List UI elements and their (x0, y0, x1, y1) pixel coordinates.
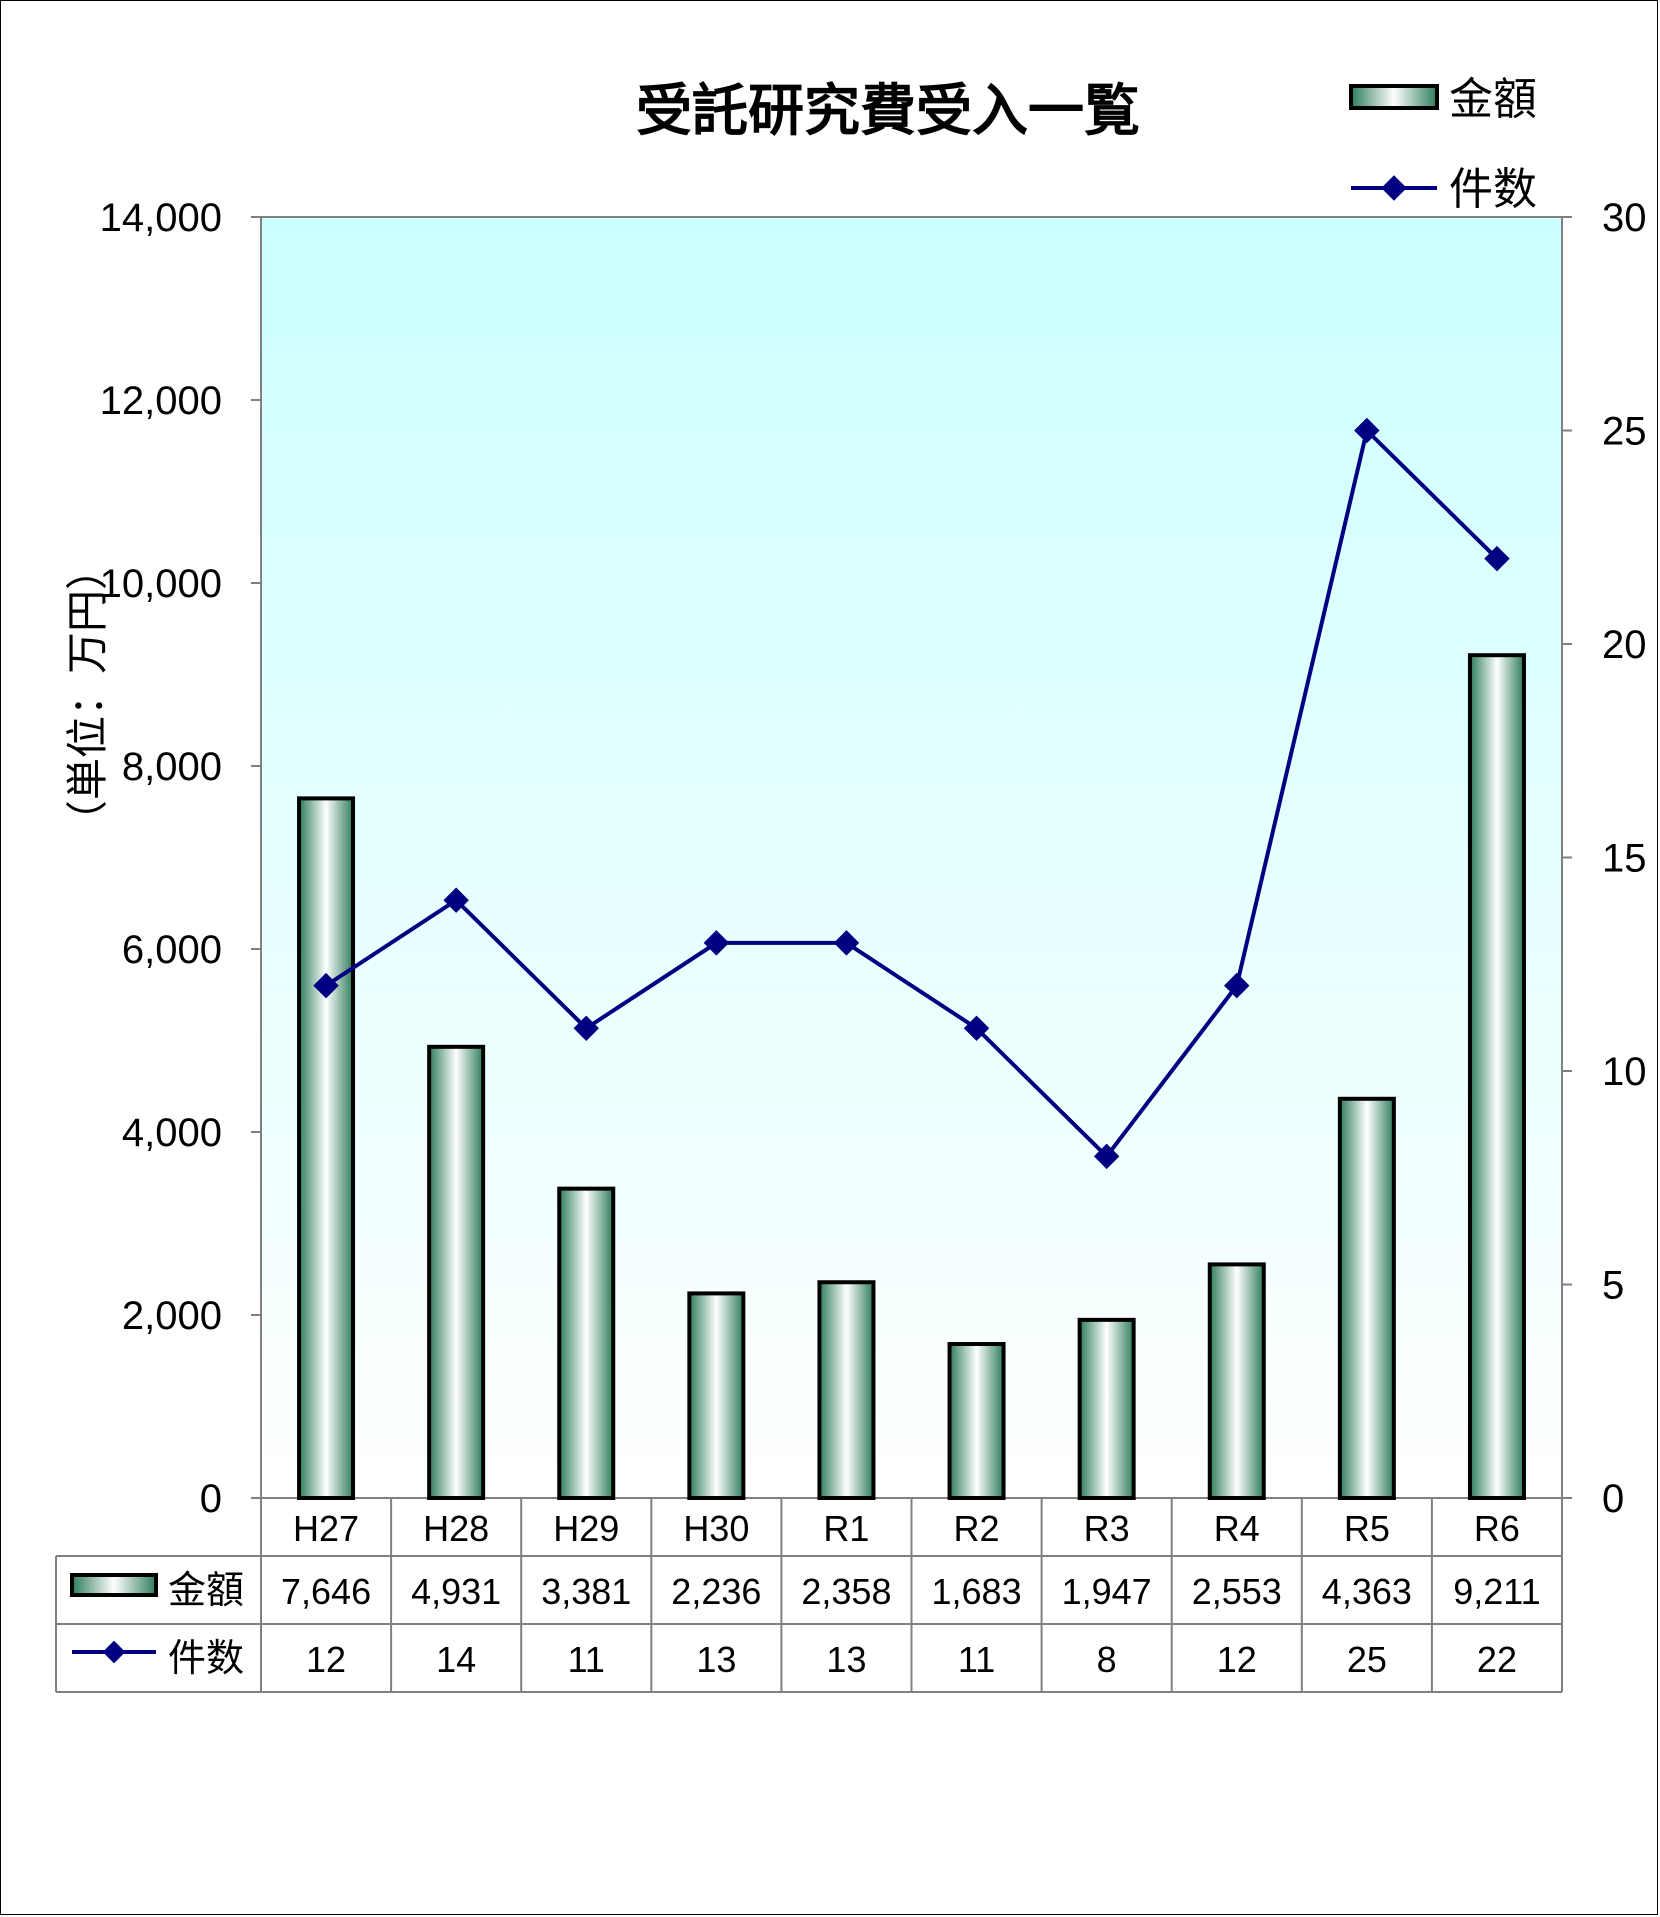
line-point (963, 1015, 990, 1042)
y-tick-label: 14,000 (100, 196, 222, 240)
x-tick-label: H30 (683, 1508, 749, 1549)
data-table: 金額 件数 H27 7,646 12 H28 4,931 14 H29 3,381 11 H30 2… (55, 1498, 1562, 1693)
x-tick-label: R2 (954, 1508, 1000, 1549)
table-bar-swatch (70, 1573, 158, 1597)
x-tick-label: H29 (553, 1508, 619, 1549)
line-value-label: 13 (826, 1639, 866, 1680)
bar (947, 1342, 1006, 1500)
y-tick-label: 2,000 (122, 1294, 222, 1338)
y-axis-title: （単位：万円） (63, 548, 112, 842)
line-value-label: 12 (306, 1639, 346, 1680)
x-tick-label: R3 (1084, 1508, 1130, 1549)
line-point (833, 930, 860, 956)
line-value-label: 12 (1217, 1639, 1257, 1680)
bar (427, 1044, 486, 1500)
line-value-label: 8 (1097, 1639, 1117, 1680)
y-tick-label: 12,000 (100, 379, 222, 423)
bar (817, 1280, 876, 1501)
y-tick-label: 8,000 (122, 745, 222, 789)
legend-bar-swatch (1349, 84, 1439, 110)
y2-tick-label: 30 (1602, 196, 1647, 240)
legend-line-marker (1381, 175, 1407, 201)
bar-value-label: 2,358 (801, 1571, 891, 1612)
series-line (324, 426, 1499, 1160)
bar (1077, 1317, 1136, 1500)
x-tick-label: R4 (1214, 1508, 1260, 1549)
bar (1467, 653, 1526, 1500)
legend-line-label: 件数 (1449, 164, 1537, 215)
legend-bar-label: 金額 (1449, 74, 1537, 125)
bar (557, 1186, 616, 1501)
line-point (313, 972, 339, 999)
y2-axis-labels: 0 5 10 15 20 25 30 (1602, 196, 1647, 1521)
line-point (443, 887, 469, 913)
bar-value-label: 1,947 (1062, 1571, 1152, 1612)
table-bar-row-label: 金額 (168, 1568, 244, 1612)
line-value-label: 25 (1347, 1639, 1387, 1680)
y2-tick-label: 0 (1602, 1477, 1624, 1521)
line-value-label: 13 (696, 1639, 736, 1680)
line-value-label: 14 (436, 1639, 476, 1680)
line-series (313, 417, 1510, 1170)
bar (297, 796, 356, 1500)
y2-tick-label: 25 (1602, 410, 1647, 454)
y2-tick-label: 20 (1602, 623, 1647, 667)
bar-value-label: 9,211 (1453, 1571, 1540, 1612)
y2-tick-label: 10 (1602, 1050, 1647, 1094)
bar-value-label: 4,363 (1322, 1571, 1412, 1612)
table-line-marker (102, 1640, 126, 1664)
chart-title: 受託研究費受入一覧 (636, 79, 1140, 144)
y-tick-label: 0 (200, 1477, 222, 1521)
x-tick-label: R1 (823, 1508, 869, 1549)
bar (1207, 1262, 1266, 1501)
bar-value-label: 2,236 (671, 1571, 761, 1612)
x-tick-label: R5 (1344, 1508, 1390, 1549)
bar-value-label: 2,553 (1192, 1571, 1282, 1612)
bar (687, 1291, 746, 1500)
bar-series (297, 653, 1526, 1501)
line-value-label: 22 (1477, 1639, 1517, 1680)
axes (251, 216, 1572, 1692)
bar-value-label: 7,646 (281, 1571, 371, 1612)
line-value-label: 11 (958, 1639, 995, 1680)
x-tick-label: H28 (423, 1508, 489, 1549)
y2-tick-label: 5 (1602, 1264, 1624, 1308)
line-point (703, 930, 730, 956)
table-line-row-label: 件数 (168, 1636, 244, 1680)
bar-value-label: 1,683 (932, 1571, 1022, 1612)
x-tick-label: H27 (293, 1508, 359, 1549)
y-tick-label: 6,000 (122, 928, 222, 972)
line-value-label: 11 (568, 1639, 605, 1680)
y-tick-label: 10,000 (100, 562, 222, 606)
y2-tick-label: 15 (1602, 837, 1647, 881)
bar (1337, 1096, 1396, 1501)
legend: 金額 件数 (1349, 74, 1537, 215)
y-tick-label: 4,000 (122, 1111, 222, 1155)
bar-value-label: 4,931 (411, 1571, 501, 1612)
x-tick-label: R6 (1474, 1508, 1520, 1549)
y-axis-labels: 0 2,000 4,000 6,000 8,000 10,000 12,000 14,000 (100, 196, 222, 1521)
bar-value-label: 3,381 (541, 1571, 631, 1612)
line-point (573, 1015, 599, 1042)
